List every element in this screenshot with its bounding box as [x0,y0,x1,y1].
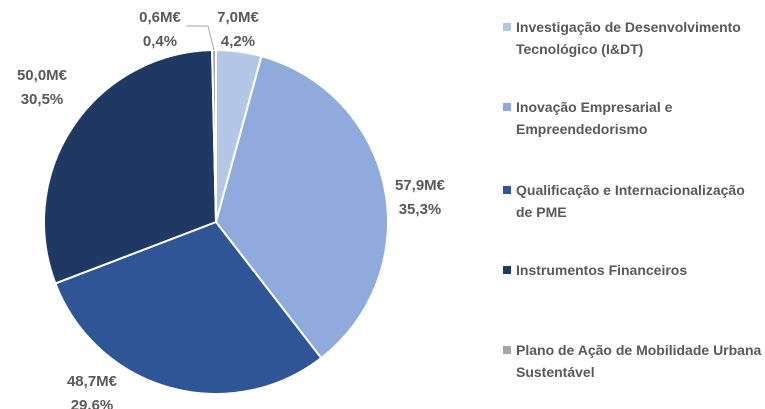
legend-swatch [503,266,511,274]
legend-label: Instrumentos Financeiros [516,262,688,278]
legend-entry: Qualificação e Internacionalização de PM… [500,179,762,223]
legend-label: Qualificação e Internacionalização de PM… [516,182,745,220]
legend-entry: Inovação Empresarial e Empreendedorismo [500,96,762,140]
pie-slice [43,49,218,285]
legend-label: Inovação Empresarial e Empreendedorismo [516,99,673,137]
legend-entry: Plano de Ação de Mobilidade Urbana Suste… [500,339,762,383]
value-label: 7,0M€ [217,9,259,26]
value-label: 0,6M€ [139,9,181,26]
value-label: 48,7M€ [67,373,118,390]
legend-swatch [503,346,511,354]
legend-label: Plano de Ação de Mobilidade Urbana Suste… [516,342,762,380]
legend-label: Investigação de Desenvolvimento Tecnológ… [516,19,741,57]
share-label: 29,6% [71,397,114,409]
share-label: 30,5% [21,91,64,108]
legend-entry: Investigação de Desenvolvimento Tecnológ… [500,16,762,60]
pie-slice [54,220,323,395]
share-label: 0,4% [143,33,177,50]
share-label: 35,3% [399,201,442,218]
legend-swatch [503,23,511,31]
legend-swatch [503,103,511,111]
pie-slice [214,54,389,360]
value-label: 57,9M€ [395,177,446,194]
share-label: 4,2% [221,33,255,50]
leader-line [186,25,215,51]
legend-entry: Instrumentos Financeiros [500,259,762,281]
value-label: 50,0M€ [17,67,68,84]
legend-swatch [503,186,511,194]
